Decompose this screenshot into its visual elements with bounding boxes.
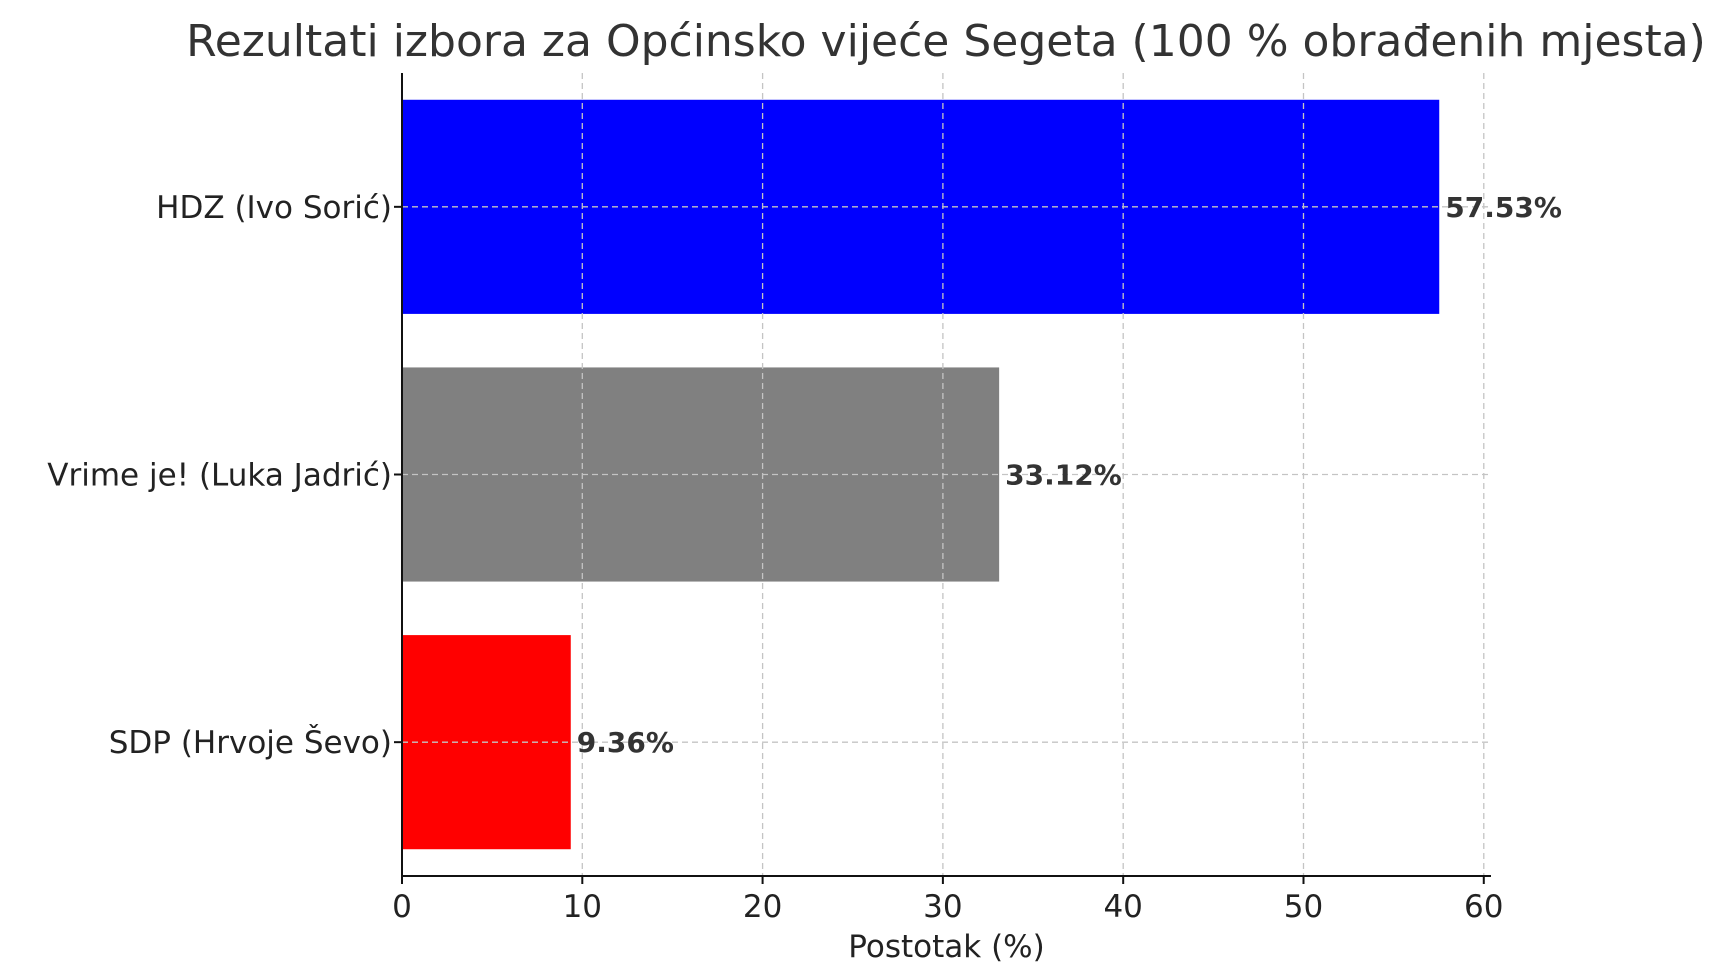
y-tick-label: SDP (Hrvoje Ševo) [109,724,392,761]
x-tick-label: 50 [1284,889,1323,925]
bar-2 [402,367,1000,582]
y-tick-label: HDZ (Ivo Sorić) [156,190,392,226]
y-tick-label: Vrime je! (Luka Jadrić) [47,458,392,494]
x-tick-label: 40 [1103,889,1142,925]
bar-value-label: 57.53% [1445,191,1562,224]
x-tick-label: 0 [392,889,412,925]
bar-value-label: 33.12% [1005,459,1122,492]
x-axis-label: Postotak (%) [848,929,1044,965]
x-tick-label: 30 [923,889,962,925]
grid [402,73,1491,876]
bar-value-label: 9.36% [577,726,674,759]
axes: 0 10 20 30 40 50 60 HDZ (Ivo Sorić) Vrime je! (L… [47,73,1504,925]
data-labels: 57.53% 33.12% 9.36% [577,191,1562,759]
x-tick-label: 60 [1464,889,1503,925]
chart-title: Rezultati izbora za Općinsko vijeće Sege… [186,16,1706,67]
x-tick-label: 10 [563,889,602,925]
x-tick-label: 20 [743,889,782,925]
